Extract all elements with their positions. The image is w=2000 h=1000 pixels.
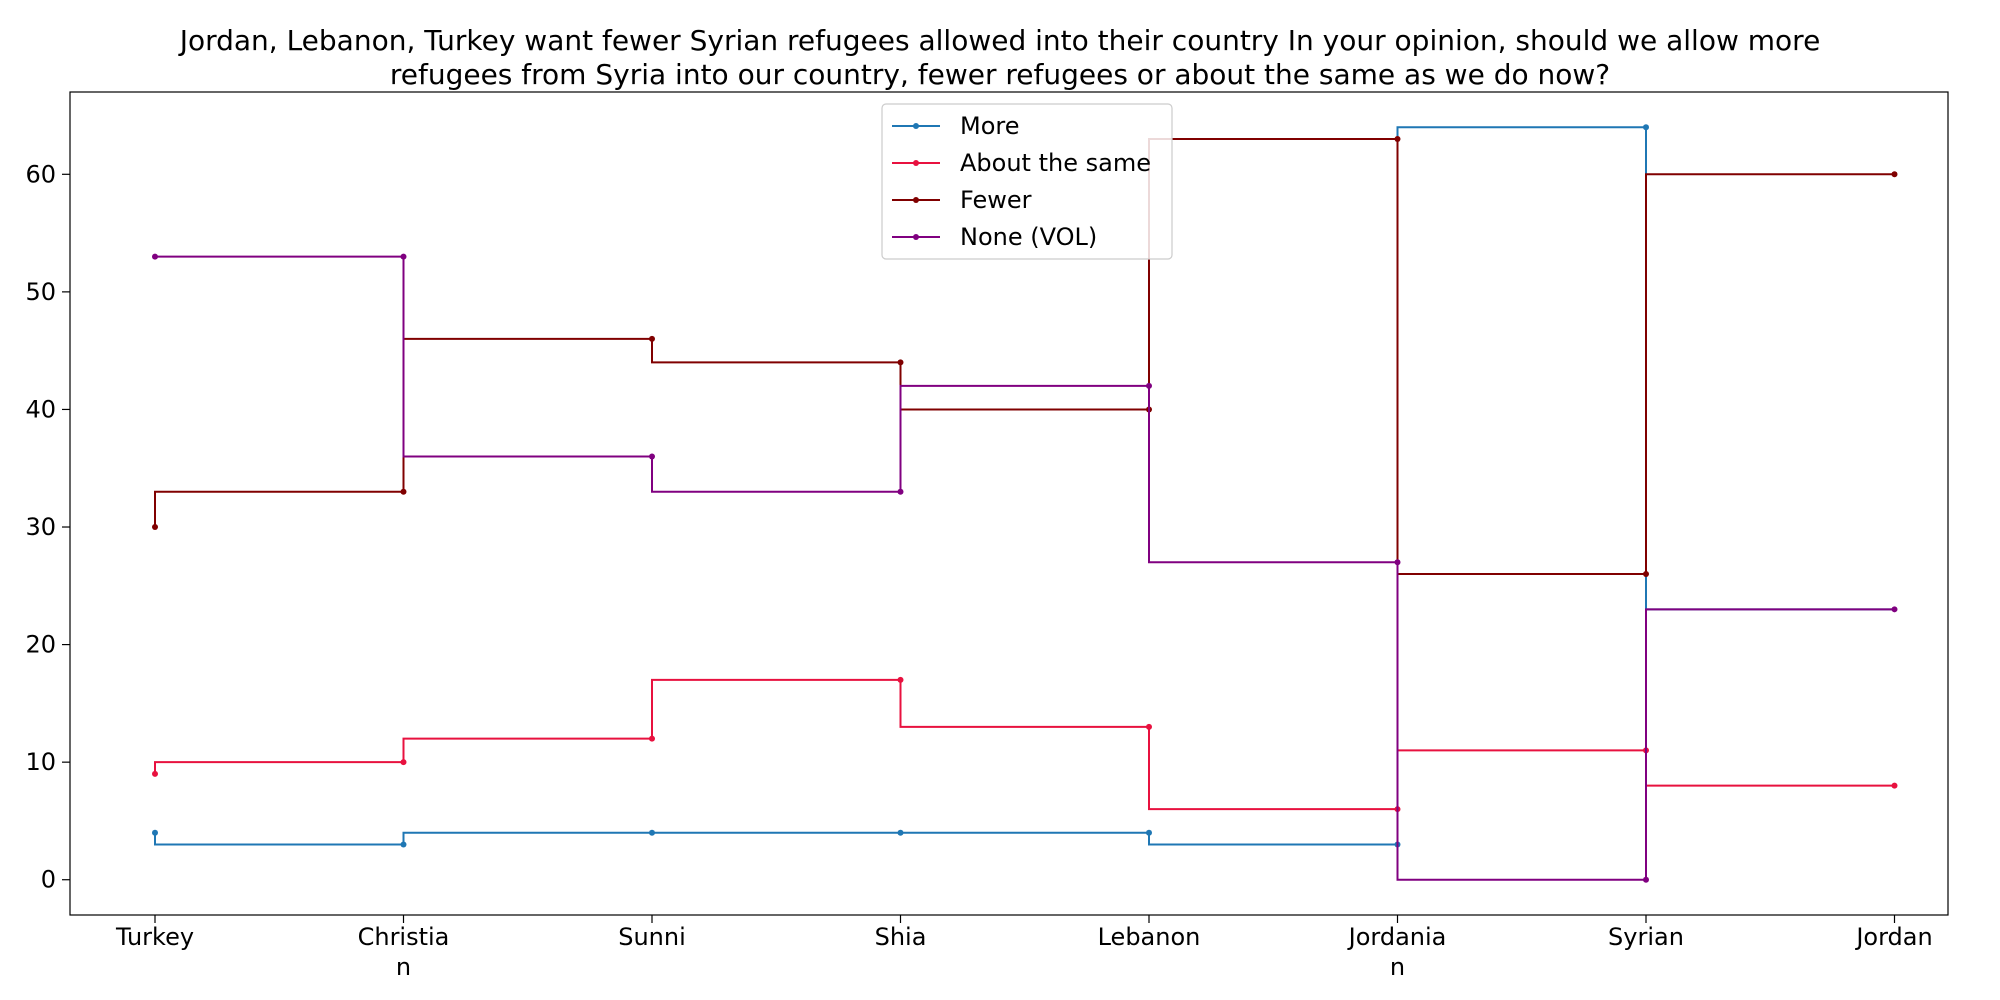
y-tick-label: 30 [25, 513, 56, 541]
series-more [152, 124, 1895, 848]
data-point [1891, 606, 1898, 613]
data-point [1643, 876, 1649, 883]
data-point [1643, 124, 1649, 131]
data-point [1394, 136, 1401, 143]
series-about-the-same [152, 676, 1898, 813]
y-tick-label: 10 [25, 748, 56, 776]
series-line [154, 126, 1895, 846]
data-point [152, 770, 158, 777]
data-point [897, 829, 904, 836]
legend-marker [913, 234, 919, 240]
data-point [897, 359, 904, 366]
y-tick-label: 40 [25, 395, 56, 423]
legend-label: More [960, 112, 1020, 140]
data-point [400, 841, 407, 848]
data-point [152, 524, 158, 531]
data-point [1146, 723, 1152, 730]
legend-item: Fewer [892, 186, 1032, 214]
data-point [649, 829, 655, 836]
legend-marker [913, 123, 919, 129]
y-tick-label: 60 [25, 160, 56, 188]
legend-marker [913, 197, 919, 203]
series-layer [152, 124, 1898, 883]
series-none-vol [152, 253, 1898, 883]
chart-title-line: Jordan, Lebanon, Turkey want fewer Syria… [178, 24, 1821, 57]
x-tick-label-line: Shia [875, 923, 927, 951]
data-point [649, 735, 655, 742]
data-point [1891, 782, 1898, 789]
x-tick-label-line: Turkey [115, 923, 194, 951]
x-tick-label: Christia n [358, 923, 450, 981]
data-point [1643, 571, 1649, 578]
x-tick-label: Jordania n [1347, 923, 1447, 981]
legend-item: None (VOL) [892, 223, 1097, 251]
x-tick-label-line: n [1390, 953, 1405, 981]
legend-marker [913, 160, 919, 166]
legend-box [881, 103, 1173, 260]
x-tick-label: Lebanon [1098, 923, 1201, 951]
x-tick-label: Shia [875, 923, 927, 951]
legend-label: About the same [960, 149, 1151, 177]
legend: More About the same Fewer None (VOL) [881, 103, 1173, 260]
series-line [154, 678, 1895, 811]
data-point [400, 488, 407, 495]
x-tick-label-line: Sunni [618, 923, 686, 951]
x-tick-label-line: Jordan [1854, 923, 1932, 951]
data-point [897, 488, 904, 495]
x-tick-label-line: Syrian [1608, 923, 1684, 951]
data-point [1146, 382, 1152, 389]
data-point [1146, 829, 1152, 836]
series-line [155, 255, 1895, 881]
data-point [649, 335, 655, 342]
y-axis: 0 10 20 30 40 50 60 [25, 160, 70, 894]
data-point [152, 829, 158, 836]
x-tick-label-line: Jordania [1347, 923, 1447, 951]
x-tick-label: Syrian [1608, 923, 1684, 951]
x-tick-label: Jordan [1854, 923, 1932, 951]
data-point [400, 253, 407, 260]
data-point [400, 759, 407, 766]
data-point [1394, 559, 1401, 566]
data-point [897, 676, 904, 683]
chart-title: Jordan, Lebanon, Turkey want fewer Syria… [178, 24, 1821, 91]
data-point [1891, 171, 1898, 178]
y-tick-label: 50 [25, 278, 56, 306]
legend-item: More [892, 112, 1020, 140]
x-tick-label-line: Christia [358, 923, 450, 951]
x-tick-label: Sunni [618, 923, 686, 951]
x-tick-label-line: n [396, 953, 411, 981]
x-tick-label-line: Lebanon [1098, 923, 1201, 951]
legend-item: About the same [892, 149, 1151, 177]
plot-area [69, 91, 1949, 916]
x-tick-label: Turkey [115, 923, 194, 951]
legend-label: None (VOL) [960, 223, 1097, 251]
data-point [649, 453, 655, 460]
data-point [152, 253, 158, 260]
y-tick-label: 20 [25, 631, 56, 659]
legend-label: Fewer [960, 186, 1032, 214]
chart-title-line: refugees from Syria into our country, fe… [390, 58, 1610, 91]
y-tick-label: 0 [41, 866, 56, 894]
